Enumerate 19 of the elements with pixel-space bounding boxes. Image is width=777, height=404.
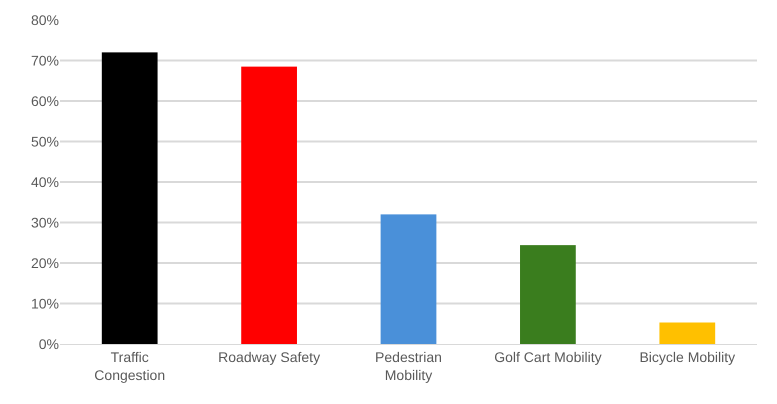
x-tick-label: Traffic Congestion bbox=[94, 348, 166, 383]
y-tick-label: 50% bbox=[30, 133, 59, 150]
x-tick-label: Pedestrian Mobility bbox=[375, 348, 442, 383]
y-tick-label: 30% bbox=[30, 214, 59, 230]
y-tick-label: 40% bbox=[30, 174, 59, 190]
bar bbox=[380, 214, 436, 344]
x-tick-label: Golf Cart Mobility bbox=[494, 348, 602, 365]
x-tick-label: Roadway Safety bbox=[218, 348, 320, 365]
y-tick-label: 60% bbox=[30, 92, 59, 109]
x-tick-label: Bicycle Mobility bbox=[639, 348, 736, 365]
bar bbox=[102, 52, 158, 344]
y-tick-label: 80% bbox=[30, 12, 59, 28]
bar bbox=[520, 245, 576, 344]
y-tick-label: 10% bbox=[30, 295, 59, 312]
bar bbox=[241, 66, 297, 344]
y-tick-label: 0% bbox=[38, 336, 59, 352]
y-tick-label: 70% bbox=[30, 52, 59, 68]
y-tick-label: 20% bbox=[30, 254, 59, 271]
bar bbox=[659, 322, 716, 344]
